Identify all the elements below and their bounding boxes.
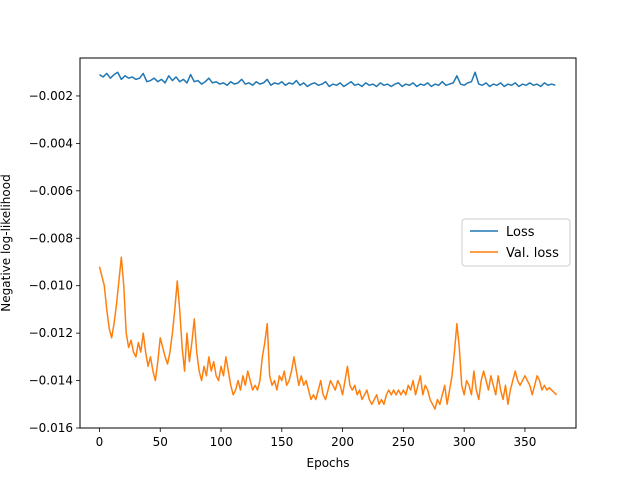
y-tick-label: −0.012	[29, 326, 73, 340]
y-tick-label: −0.004	[29, 136, 73, 150]
y-tick-label: −0.016	[29, 421, 73, 435]
x-tick-label: 200	[331, 435, 354, 449]
y-tick-label: −0.008	[29, 231, 73, 245]
legend-label-loss: Loss	[506, 225, 535, 240]
series-layer	[98, 71, 558, 410]
y-tick-label: −0.006	[29, 184, 73, 198]
series-line-val-loss	[98, 256, 558, 410]
x-tick-label: 350	[513, 435, 536, 449]
legend-label-val-loss: Val. loss	[506, 246, 559, 261]
y-tick-label: −0.014	[29, 374, 73, 388]
x-tick-label: 100	[210, 435, 233, 449]
x-tick-label: 50	[153, 435, 168, 449]
plot-frame	[79, 57, 577, 429]
x-axis-label: Epochs	[307, 456, 350, 470]
series-line-loss	[99, 71, 556, 88]
x-tick-label: 150	[270, 435, 293, 449]
x-axis: 0 50 100 150 200 250 300 350	[96, 428, 536, 449]
y-axis-label: Negative log-likelihood	[0, 174, 13, 311]
y-tick-label: −0.010	[29, 279, 73, 293]
x-tick-label: 300	[453, 435, 476, 449]
x-tick-label: 0	[96, 435, 104, 449]
legend: Loss Val. loss	[461, 218, 571, 267]
y-axis: −0.002 −0.004 −0.006 −0.008 −0.010 −0.012 −0.0…	[29, 89, 80, 435]
y-tick-label: −0.002	[29, 89, 73, 103]
x-tick-label: 250	[392, 435, 415, 449]
